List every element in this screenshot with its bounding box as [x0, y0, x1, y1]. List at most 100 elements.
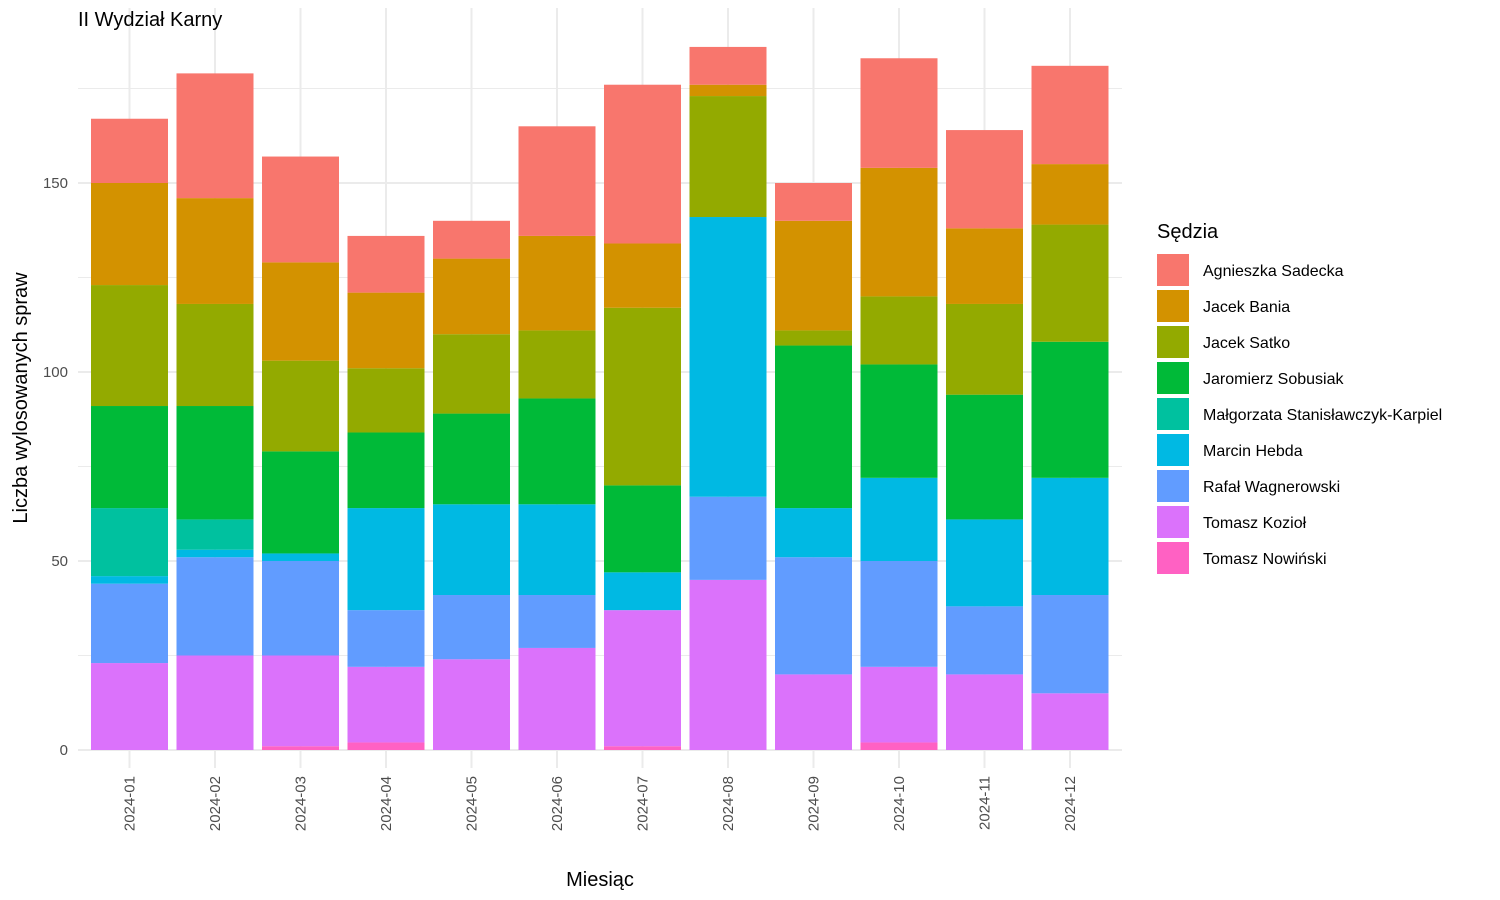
bar-segment: [946, 519, 1023, 607]
bar-segment: [91, 583, 168, 664]
bar-segment: [347, 508, 425, 611]
legend-key: [1157, 326, 1189, 358]
x-tick-label: 2024-09: [806, 776, 823, 831]
bar-segment: [433, 413, 510, 505]
x-tick-label: 2024-08: [720, 776, 737, 831]
bar-segment: [176, 198, 254, 304]
bar-segment: [604, 746, 681, 750]
bar-segment: [775, 330, 852, 346]
bar-segment: [433, 334, 510, 414]
bar-segment: [347, 742, 425, 750]
bar-segment: [433, 220, 510, 259]
bar-segment: [1031, 341, 1109, 478]
x-tick-label: 2024-11: [977, 776, 994, 830]
bar-segment: [91, 118, 168, 183]
chart-title: II Wydział Karny: [78, 9, 222, 31]
legend-key: [1157, 290, 1189, 322]
bar-segment: [775, 220, 852, 331]
bar-segment: [262, 746, 339, 750]
x-tick-label: 2024-10: [891, 776, 908, 831]
bar-segment: [860, 296, 938, 365]
bar-segment: [860, 364, 938, 478]
x-axis-ticks: 2024-01 2024-02 2024-03 2024-04 2024-05 2024-…: [122, 776, 1080, 831]
bar-segment: [946, 130, 1023, 229]
bar-segment: [860, 742, 938, 750]
x-tick-label: 2024-04: [378, 776, 395, 831]
bar-segment: [347, 666, 425, 743]
bar-segment: [91, 663, 168, 750]
bar-segment: [775, 345, 852, 509]
bar-segment: [262, 451, 339, 554]
bar-segment: [946, 674, 1023, 750]
bar-segment: [1031, 693, 1109, 750]
legend-label: Tomasz Kozioł: [1203, 515, 1307, 532]
bar-segment: [1031, 595, 1109, 694]
bar-segment: [1031, 164, 1109, 225]
y-tick-label: 150: [43, 175, 68, 192]
x-tick-label: 2024-02: [207, 776, 224, 831]
bar-segment: [860, 167, 938, 297]
bar-segment: [176, 406, 254, 520]
bar-segment: [518, 398, 596, 505]
bar-segment: [262, 561, 339, 656]
bar-segment: [775, 508, 852, 558]
bar-segment: [91, 183, 168, 286]
y-tick-label: 100: [43, 364, 68, 381]
bar-segment: [347, 610, 425, 667]
legend-label: Małgorzata Stanisławczyk-Karpiel: [1203, 407, 1442, 424]
bar-segment: [347, 235, 425, 293]
y-tick-label: 0: [60, 742, 68, 759]
x-tick-label: 2024-01: [122, 776, 139, 831]
legend-key: [1157, 398, 1189, 430]
legend-key: [1157, 542, 1189, 574]
bar-segment: [433, 258, 510, 335]
legend-label: Tomasz Nowiński: [1203, 551, 1327, 568]
y-tick-label: 50: [51, 553, 68, 570]
x-tick-label: 2024-07: [635, 776, 652, 831]
bar-segment: [518, 126, 596, 236]
bar-segment: [689, 496, 767, 580]
bar-segment: [262, 156, 339, 263]
bar-segment: [176, 557, 254, 656]
bar-segment: [860, 666, 938, 743]
bar-segment: [518, 647, 596, 750]
bar-segment: [689, 84, 767, 97]
bar-segment: [262, 655, 339, 747]
legend-key: [1157, 434, 1189, 466]
y-axis-ticks: 0 50 100 150: [43, 175, 68, 759]
y-axis-title: Liczba wylosowanych spraw: [10, 272, 32, 524]
bar-segment: [176, 73, 254, 199]
bar-segment: [604, 610, 681, 747]
legend-title: Sędzia: [1157, 221, 1219, 243]
bar-segment: [946, 228, 1023, 304]
legend-label: Agnieszka Sadecka: [1203, 263, 1344, 280]
bar-segment: [689, 96, 767, 218]
bar-segment: [176, 303, 254, 407]
bar-segment: [176, 519, 254, 550]
legend-label: Jacek Bania: [1203, 299, 1290, 316]
bar-segment: [262, 553, 339, 561]
bar-segment: [518, 504, 596, 596]
bar-segment: [604, 572, 681, 611]
x-tick-label: 2024-12: [1062, 776, 1079, 831]
bar-segment: [689, 46, 767, 85]
bar-segment: [946, 303, 1023, 395]
legend-key: [1157, 362, 1189, 394]
bar-segment: [518, 595, 596, 648]
bar-segment: [347, 368, 425, 433]
x-tick-label: 2024-06: [549, 776, 566, 831]
x-tick-label: 2024-03: [293, 776, 310, 831]
legend-label: Jaromierz Sobusiak: [1203, 371, 1345, 388]
legend-label: Marcin Hebda: [1203, 443, 1303, 460]
bar-segment: [775, 557, 852, 675]
bar-segment: [347, 432, 425, 509]
bar-segment: [604, 485, 681, 573]
bar-segment: [518, 330, 596, 399]
legend: Sędzia Agnieszka Sadecka Jacek Bania Jacek…: [1157, 221, 1442, 574]
bar-segment: [176, 549, 254, 558]
legend-key: [1157, 470, 1189, 502]
bar-segment: [860, 477, 938, 561]
bars: [91, 46, 1109, 750]
bar-segment: [604, 84, 681, 244]
